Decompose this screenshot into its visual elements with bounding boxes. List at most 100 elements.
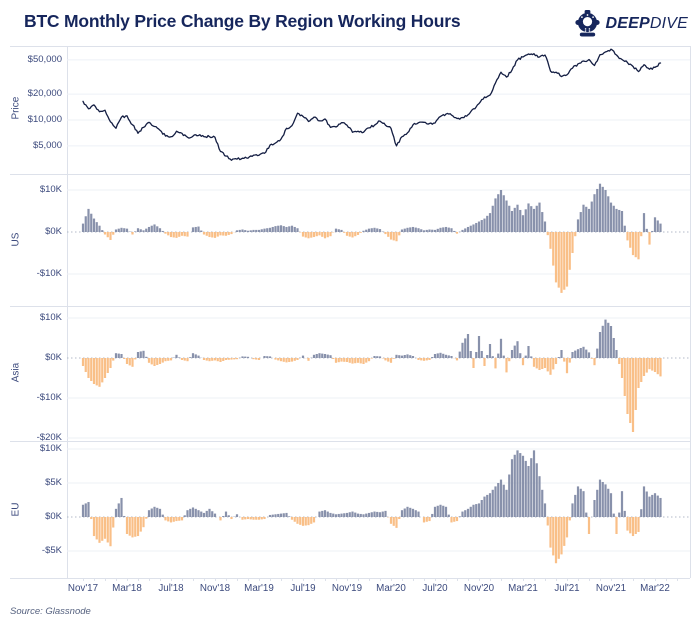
y-tick-label: $0K	[45, 511, 62, 522]
x-tick-label: Mar'21	[508, 583, 538, 594]
panel-separator-line	[10, 306, 690, 307]
price-line-chart	[67, 48, 690, 161]
x-axis-minor-tick	[413, 578, 414, 581]
panel-separator-line	[10, 441, 690, 442]
x-axis-minor-tick	[182, 578, 183, 581]
y-tick-label: -$5K	[41, 545, 62, 556]
y-tick-label: $20,000	[27, 88, 62, 100]
y-axis-line	[67, 47, 68, 578]
panel-label-us: US	[10, 232, 22, 246]
panel-label-asia: Asia	[10, 362, 22, 382]
x-axis-minor-tick	[479, 578, 480, 581]
panel-label-eu: EU	[10, 502, 22, 516]
page-title: BTC Monthly Price Change By Region Worki…	[24, 11, 461, 31]
y-tick-label: $10K	[39, 443, 62, 454]
x-axis-minor-tick	[116, 578, 117, 581]
brand-word-dive: DIVE	[649, 14, 688, 32]
x-axis-minor-tick	[446, 578, 447, 581]
x-axis-minor-tick	[633, 578, 634, 581]
x-axis-minor-tick	[545, 578, 546, 581]
x-tick-label: Mar'18	[112, 583, 142, 594]
x-axis-minor-tick	[424, 578, 425, 581]
panel-label-price: Price	[10, 96, 22, 119]
x-axis-minor-tick	[457, 578, 458, 581]
x-axis-minor-tick	[215, 578, 216, 581]
x-axis-minor-tick	[567, 578, 568, 581]
x-axis-minor-tick	[160, 578, 161, 581]
x-axis-minor-tick	[314, 578, 315, 581]
brand-logo: DEEPDIVE	[575, 10, 688, 37]
x-tick-label: Nov'17	[67, 583, 99, 594]
x-axis-minor-tick	[501, 578, 502, 581]
x-axis-minor-tick	[578, 578, 579, 581]
x-axis-minor-tick	[556, 578, 557, 581]
x-axis-minor-tick	[303, 578, 304, 581]
x-axis-minor-tick	[149, 578, 150, 581]
x-axis-minor-tick	[468, 578, 469, 581]
x-axis-minor-tick	[270, 578, 271, 581]
x-axis-minor-tick	[193, 578, 194, 581]
x-tick-label: Nov'20	[463, 583, 495, 594]
x-tick-label: Jul'19	[290, 583, 316, 594]
y-tick-label: -$20K	[36, 432, 62, 443]
x-axis-minor-tick	[655, 578, 656, 581]
x-axis-minor-tick	[204, 578, 205, 581]
us-bars-chart	[67, 183, 690, 293]
y-tick-label: $5,000	[32, 139, 62, 151]
x-axis-minor-tick	[347, 578, 348, 581]
plot-right-border-line	[690, 46, 691, 578]
x-axis-minor-tick	[259, 578, 260, 581]
x-axis-minor-tick	[248, 578, 249, 581]
x-axis-minor-tick	[534, 578, 535, 581]
x-axis-minor-tick	[358, 578, 359, 581]
asia-bars-chart	[67, 317, 690, 439]
x-axis-minor-tick	[677, 578, 678, 581]
x-axis-minor-tick	[490, 578, 491, 581]
x-axis-minor-tick	[127, 578, 128, 581]
x-axis-minor-tick	[325, 578, 326, 581]
panel-separator-line	[10, 578, 690, 579]
x-axis-minor-tick	[435, 578, 436, 581]
x-axis-minor-tick	[589, 578, 590, 581]
x-axis-minor-tick	[369, 578, 370, 581]
source-note: Source: Glassnode	[10, 606, 91, 617]
x-axis-minor-tick	[391, 578, 392, 581]
y-tick-label: $10,000	[27, 114, 62, 125]
x-axis-minor-tick	[622, 578, 623, 581]
x-tick-label: Mar'20	[376, 583, 406, 594]
x-axis-minor-tick	[138, 578, 139, 581]
y-tick-label: -$10K	[36, 392, 62, 403]
x-axis-minor-tick	[380, 578, 381, 581]
x-axis-minor-tick	[512, 578, 513, 581]
y-tick-label: $0K	[45, 226, 62, 237]
y-tick-label: $10K	[39, 184, 62, 195]
diver-helmet-icon	[575, 10, 601, 37]
x-axis-minor-tick	[226, 578, 227, 581]
y-tick-label: $0K	[45, 352, 62, 363]
x-axis-minor-tick	[171, 578, 172, 581]
eu-bars-chart	[67, 448, 690, 564]
x-axis-minor-tick	[600, 578, 601, 581]
x-axis-minor-tick	[83, 578, 84, 581]
y-tick-label: $50,000	[27, 53, 62, 65]
y-tick-label: $10K	[39, 312, 62, 323]
x-tick-label: Jul'18	[158, 583, 184, 594]
x-tick-label: Nov'18	[199, 583, 231, 594]
x-axis-minor-tick	[666, 578, 667, 581]
x-tick-label: Nov'21	[595, 583, 627, 594]
x-axis-minor-tick	[237, 578, 238, 581]
panel-separator-line	[10, 46, 690, 47]
x-axis-minor-tick	[336, 578, 337, 581]
x-axis-minor-tick	[94, 578, 95, 581]
x-tick-label: Mar'19	[244, 583, 274, 594]
x-axis-minor-tick	[644, 578, 645, 581]
x-tick-label: Jul'21	[554, 583, 580, 594]
x-axis-minor-tick	[611, 578, 612, 581]
brand-wordmark: DEEPDIVE	[605, 15, 688, 33]
x-tick-label: Jul'20	[422, 583, 448, 594]
x-tick-label: Mar'22	[640, 583, 670, 594]
y-tick-label: -$10K	[36, 268, 62, 279]
x-axis-minor-tick	[105, 578, 106, 581]
y-tick-label: $5K	[45, 477, 62, 488]
